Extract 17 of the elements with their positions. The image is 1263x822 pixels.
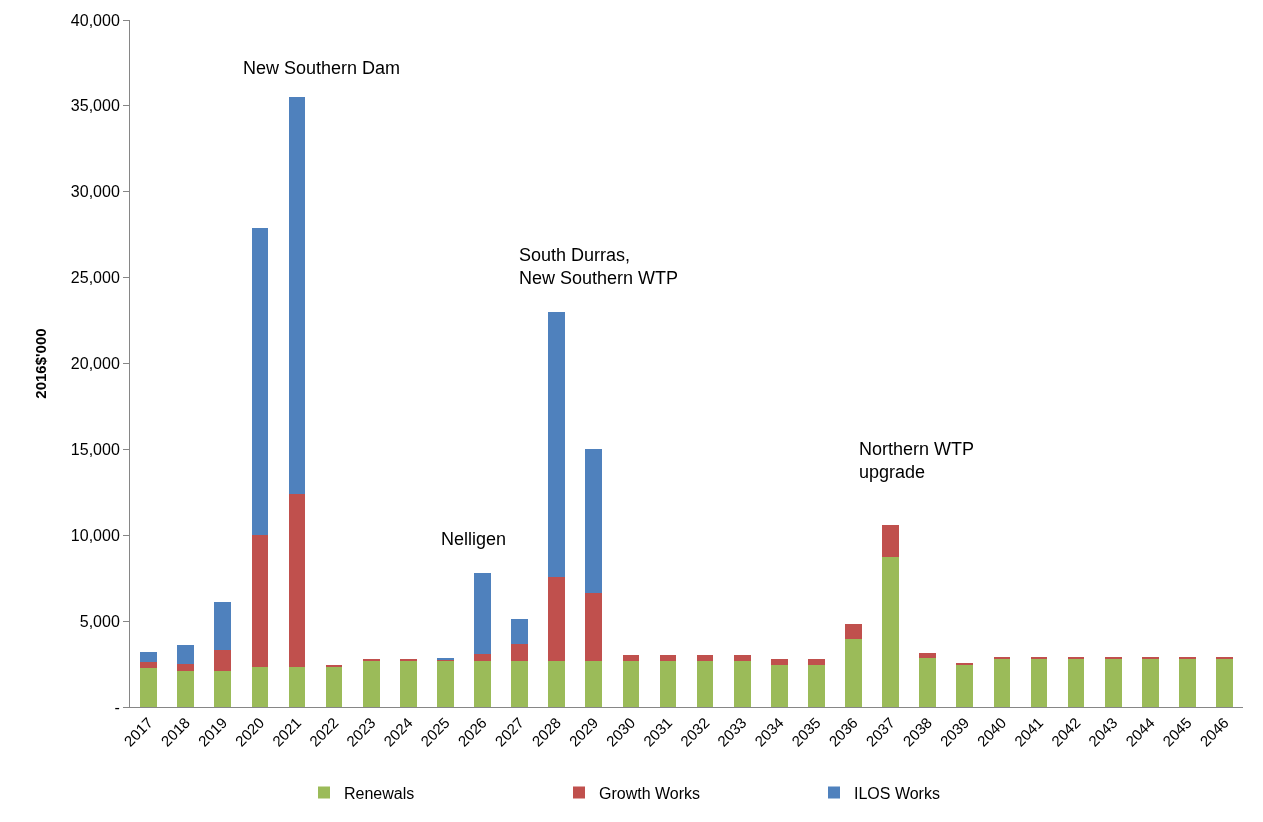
y-tick-label: 10,000 xyxy=(70,526,120,544)
legend-label: Renewals xyxy=(344,784,415,802)
y-axis-title: 2016$'000 xyxy=(32,328,50,399)
y-tick-label: 25,000 xyxy=(70,269,120,287)
y-tick-label: 35,000 xyxy=(70,97,120,115)
y-tick-label: 20,000 xyxy=(70,355,120,373)
annotation: Nelligen xyxy=(441,529,507,549)
annotation: South Durras, New Southern WTP xyxy=(519,245,679,289)
y-tick-label: 5,000 xyxy=(79,612,120,630)
legend-label: ILOS Works xyxy=(854,784,940,802)
legend-label: Growth Works xyxy=(599,784,701,802)
y-tick-label: - xyxy=(114,698,120,716)
annotation: Northern WTP upgrade xyxy=(859,439,975,483)
y-tick-label: 30,000 xyxy=(70,183,120,201)
y-tick-label: 40,000 xyxy=(70,11,120,29)
y-tick-label: 15,000 xyxy=(70,440,120,458)
annotation: New Southern Dam xyxy=(243,58,401,78)
